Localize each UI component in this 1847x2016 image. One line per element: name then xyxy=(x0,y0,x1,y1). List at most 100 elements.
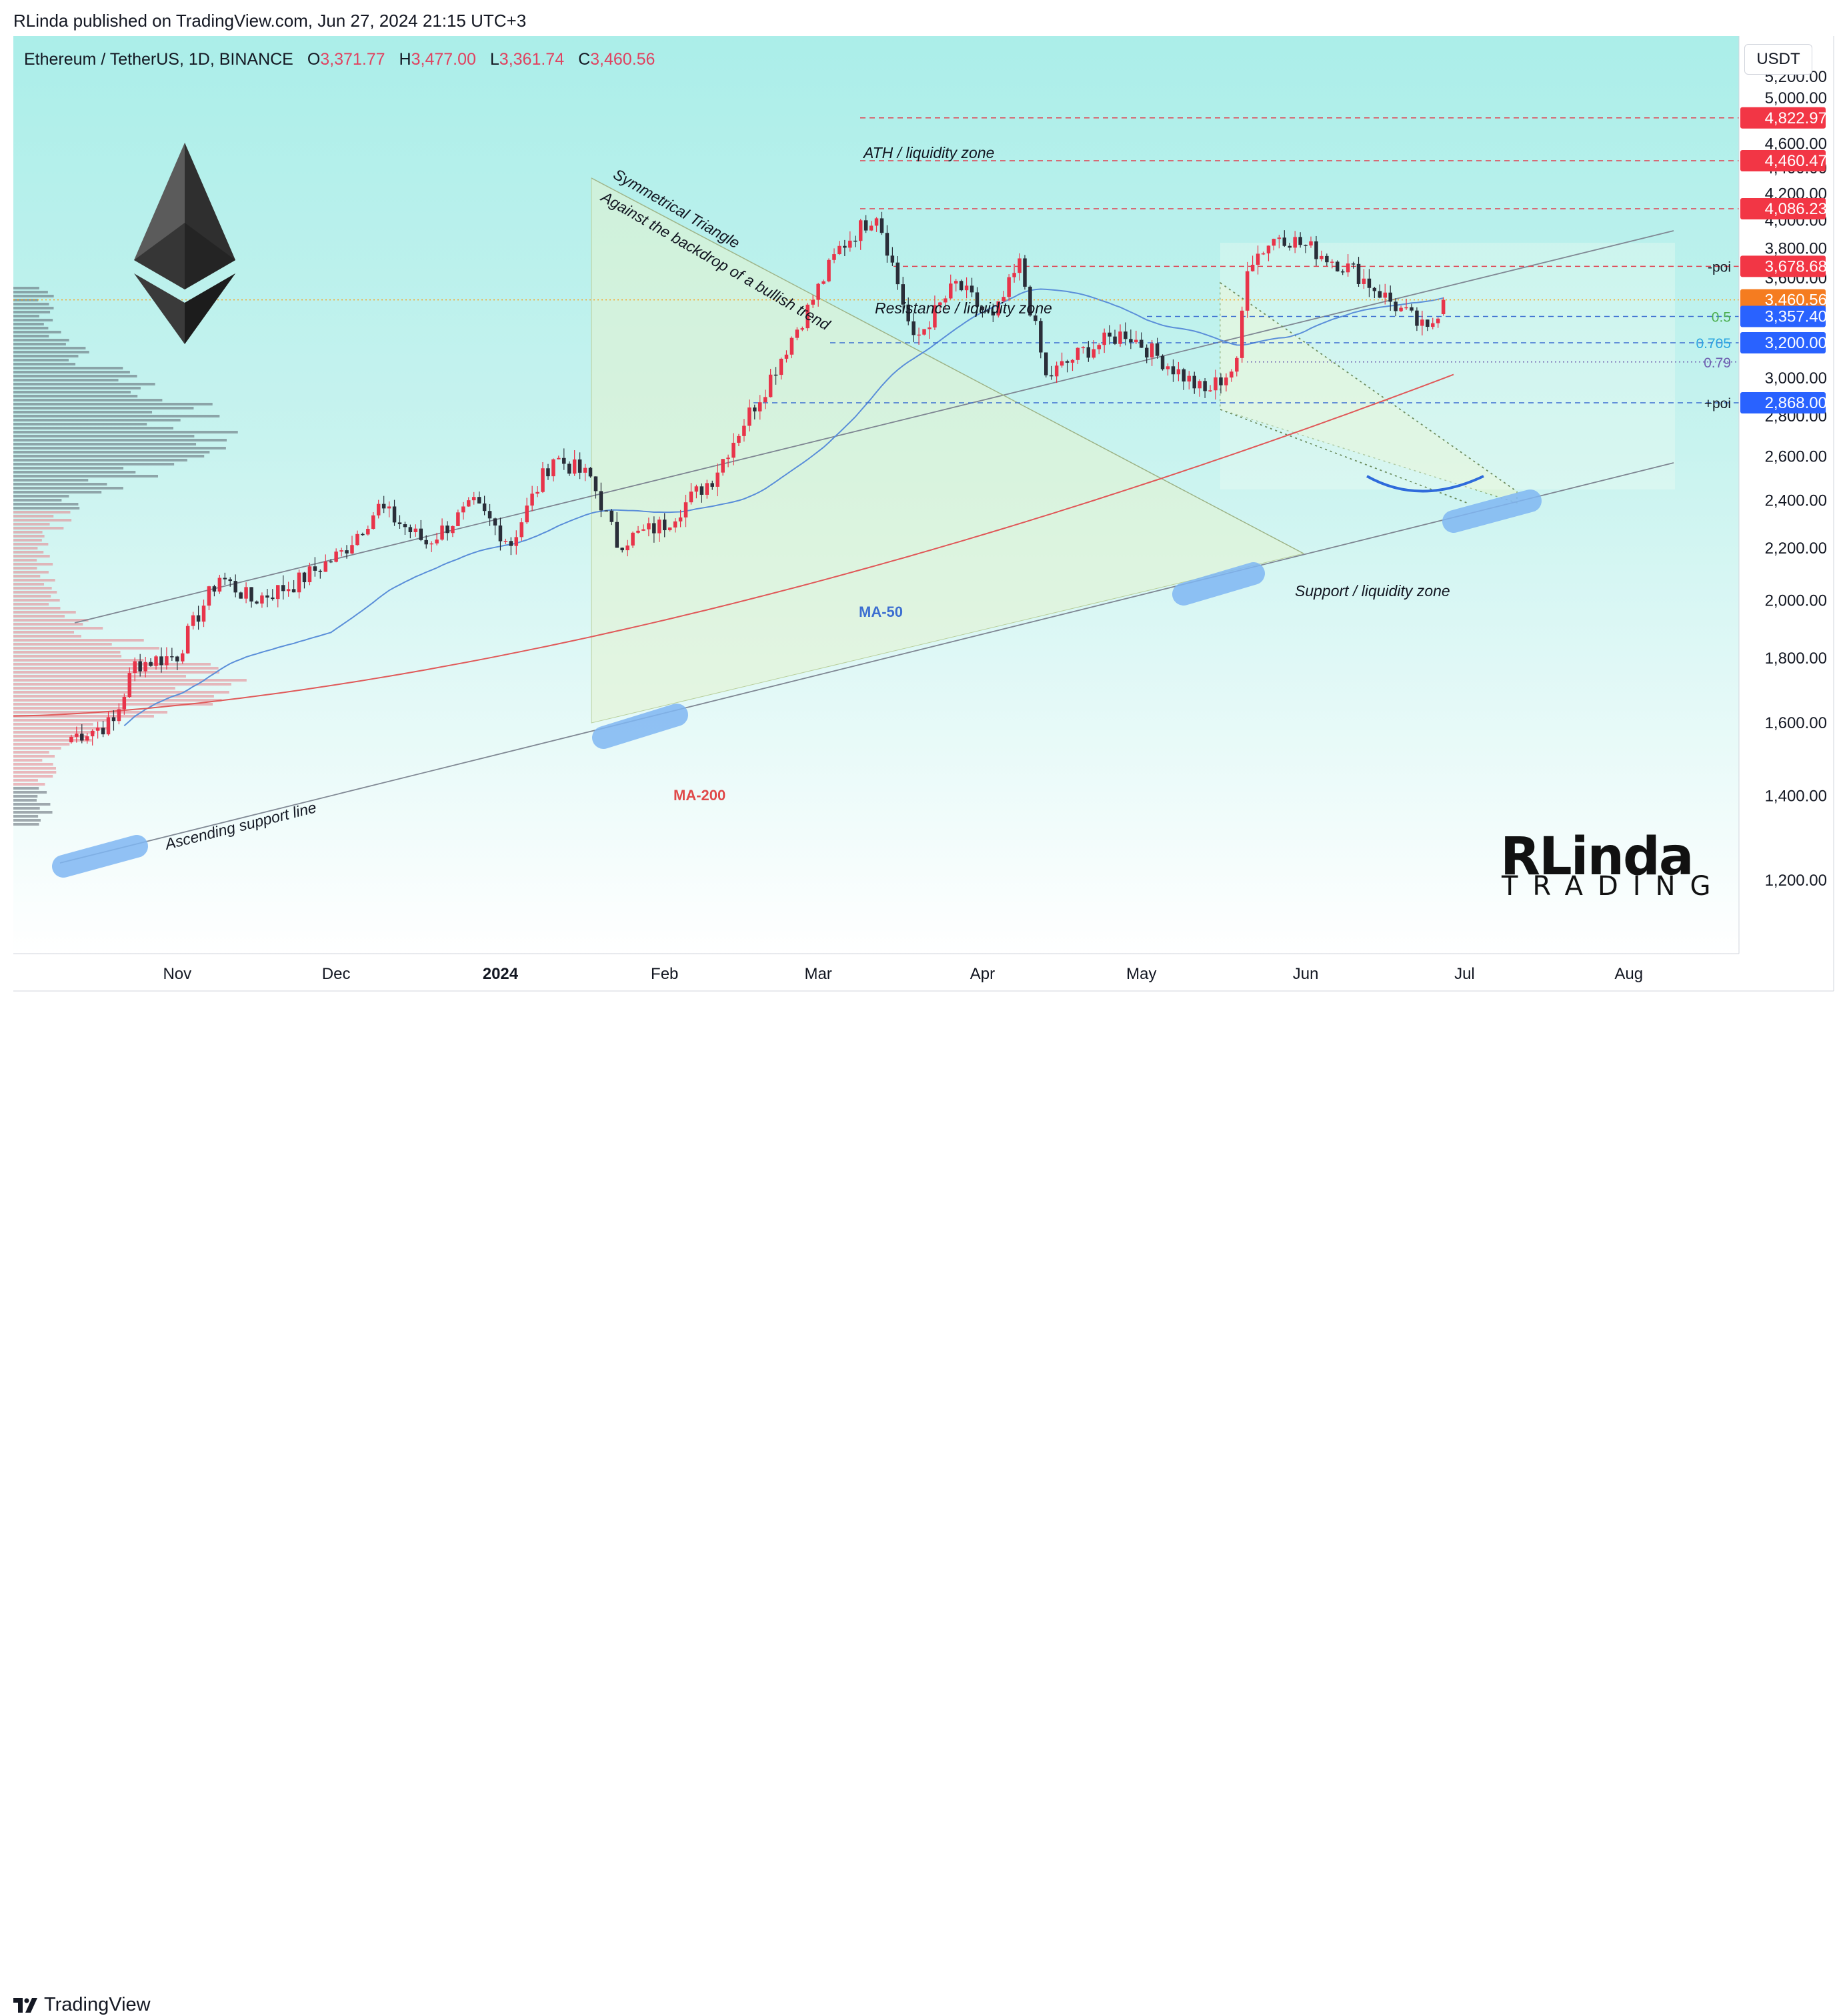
volume-profile-bar xyxy=(13,655,122,658)
candle-body xyxy=(848,240,852,248)
volume-profile-bar xyxy=(13,699,222,702)
candle-body xyxy=(1282,237,1287,246)
candle-body xyxy=(498,525,503,542)
candle-body xyxy=(678,517,683,522)
candle-body xyxy=(1187,375,1192,382)
candle-body xyxy=(625,546,629,551)
volume-profile-bar xyxy=(13,763,53,766)
volume-profile-bar xyxy=(13,687,175,690)
candle-body xyxy=(111,717,116,722)
candle-body xyxy=(201,606,206,622)
candle-body xyxy=(175,656,179,662)
price-tag xyxy=(1740,392,1826,414)
candle-body xyxy=(1394,301,1398,311)
candle-body xyxy=(307,566,312,583)
chart-area[interactable]: ATH / liquidity zone Resistance / liquidi… xyxy=(0,36,1847,992)
candle-body xyxy=(1336,261,1340,271)
candle-body xyxy=(456,512,460,526)
close-label: C xyxy=(578,50,591,69)
open-value: 3,371.77 xyxy=(320,50,385,69)
price-tag-label: 3,200.00 xyxy=(1765,334,1827,352)
candle-body xyxy=(69,736,73,743)
candle-body xyxy=(1044,352,1048,375)
time-tick-label: May xyxy=(1126,965,1156,983)
candle-body xyxy=(276,585,280,600)
time-tick-label: Feb xyxy=(651,965,678,983)
tradingview-brand: TradingView xyxy=(44,1994,151,2015)
volume-profile-bar xyxy=(13,455,205,457)
volume-profile-bar xyxy=(13,463,175,465)
candle-body xyxy=(80,734,84,741)
price-tag-label: 3,678.68 xyxy=(1765,257,1827,275)
ethereum-logo-icon xyxy=(134,223,235,289)
candle-body xyxy=(323,561,328,572)
volume-profile-bar xyxy=(13,559,37,562)
triangle-upper-edge xyxy=(591,177,1304,554)
published-line: RLinda published on TradingView.com, Jun… xyxy=(13,11,527,31)
volume-profile-bar xyxy=(13,799,37,802)
volume-profile-bar xyxy=(13,291,48,293)
volume-profile-bar xyxy=(13,431,238,433)
candle-body xyxy=(689,491,693,503)
candle-body xyxy=(519,522,523,538)
candle-body xyxy=(297,572,301,593)
high-value: 3,477.00 xyxy=(411,50,476,69)
price-chart[interactable]: ATH / liquidity zone Resistance / liquidi… xyxy=(0,36,1847,992)
candle-body xyxy=(747,407,751,426)
candle-body xyxy=(1039,321,1043,353)
candle-body xyxy=(217,578,222,592)
candle-body xyxy=(1356,263,1361,284)
candle-body xyxy=(1102,332,1106,345)
candle-body xyxy=(928,327,932,329)
candle-body xyxy=(138,661,142,672)
candle-body xyxy=(392,506,397,523)
tradingview-logo[interactable]: TradingView xyxy=(13,1994,151,2016)
volume-profile-bar xyxy=(13,511,71,514)
volume-profile-bar xyxy=(13,367,123,369)
volume-profile-bar xyxy=(13,355,79,357)
volume-profile-bar xyxy=(13,663,211,666)
volume-profile-bar xyxy=(13,723,93,726)
ascending-support-line xyxy=(59,462,1674,864)
price-tag-label: 3,357.40 xyxy=(1765,308,1827,326)
candle-body xyxy=(239,592,243,599)
volume-profile-bar xyxy=(13,587,52,590)
candle-body xyxy=(816,283,820,300)
volume-profile-bar xyxy=(13,751,49,754)
volume-profile-bar xyxy=(13,347,86,349)
candle-body xyxy=(408,527,413,533)
candle-body xyxy=(509,541,513,546)
volume-profile-bar xyxy=(13,319,53,321)
volume-profile-bar xyxy=(13,639,144,642)
volume-profile-bar xyxy=(13,407,194,409)
volume-profile-bar xyxy=(13,419,181,421)
candle-body xyxy=(1113,336,1117,344)
volume-profile-bar xyxy=(13,487,123,489)
candle-body xyxy=(1124,331,1128,339)
candle-body xyxy=(376,503,381,516)
open-label: O xyxy=(307,50,321,69)
volume-profile-bar xyxy=(13,567,37,570)
candle-body xyxy=(593,476,598,491)
volume-profile-bar xyxy=(13,571,49,574)
candle-body xyxy=(260,595,264,604)
currency-button[interactable]: USDT xyxy=(1744,44,1812,75)
rlinda-watermark: RLinda TRADING xyxy=(1500,827,1710,907)
candle-body xyxy=(440,526,444,540)
volume-profile-bar xyxy=(13,499,62,501)
volume-profile-bar xyxy=(13,423,147,425)
candle-body xyxy=(577,459,582,473)
candle-body xyxy=(318,570,323,572)
volume-profile-bar xyxy=(13,691,229,694)
volume-profile-bar xyxy=(13,703,213,706)
price-tick-label: 2,200.00 xyxy=(1765,540,1827,558)
candle-body xyxy=(1065,361,1070,363)
symbol-label[interactable]: Ethereum / TetherUS, 1D, BINANCE xyxy=(24,50,293,69)
volume-profile-bar xyxy=(13,615,65,618)
candle-body xyxy=(467,500,471,507)
candle-body xyxy=(1320,255,1324,259)
candle-body xyxy=(191,615,195,626)
candle-body xyxy=(1245,271,1250,311)
candle-body xyxy=(487,511,492,519)
candle-body xyxy=(471,497,476,501)
